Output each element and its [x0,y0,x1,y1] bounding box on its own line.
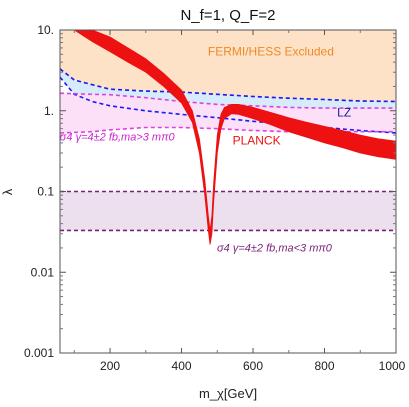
y-tick-label: 1. [44,104,54,118]
region-3-fill [60,191,396,231]
annotation-label: FERMI/HESS Excluded [208,45,334,59]
annotation-label: PLANCK [233,134,281,148]
x-tick-label: 1000 [379,359,406,373]
x-tick-label: 800 [314,359,334,373]
region-1-upper-edge [60,68,396,103]
x-axis: 200 400 600 800 1000 [73,30,406,373]
y-tick-label: 0.01 [31,265,55,279]
y-axis: 0.001 0.01 0.1 1. 10. [24,23,396,360]
y-axis-label: λ [0,188,15,195]
region-2-upper-edge [60,92,396,109]
x-tick-label: 400 [172,359,192,373]
y-tick-label: 0.001 [24,346,54,360]
x-tick-label: 200 [100,359,120,373]
annotation-label: σ4 γ=4±2 fb,ma<3 mπ0 [217,243,333,255]
y-tick-label: 0.1 [37,185,54,199]
regions-layer [60,30,396,232]
series-layer [73,30,396,245]
x-tick-label: 600 [243,359,263,373]
annotation-label: σ4 γ=4±2 fb,ma>3 mπ0 [60,131,176,143]
annotation-label: LZ [337,105,351,119]
x-axis-label: m_χ[GeV] [199,386,257,401]
region-0-fill [60,30,396,102]
annotations-layer: FERMI/HESS Excluded LZ PLANCK σ4 γ=4±2 fb,m… [60,45,351,255]
chart-title: N_f=1, Q_F=2 [180,7,275,24]
series-band-0 [73,30,396,245]
y-tick-label: 10. [37,23,54,37]
